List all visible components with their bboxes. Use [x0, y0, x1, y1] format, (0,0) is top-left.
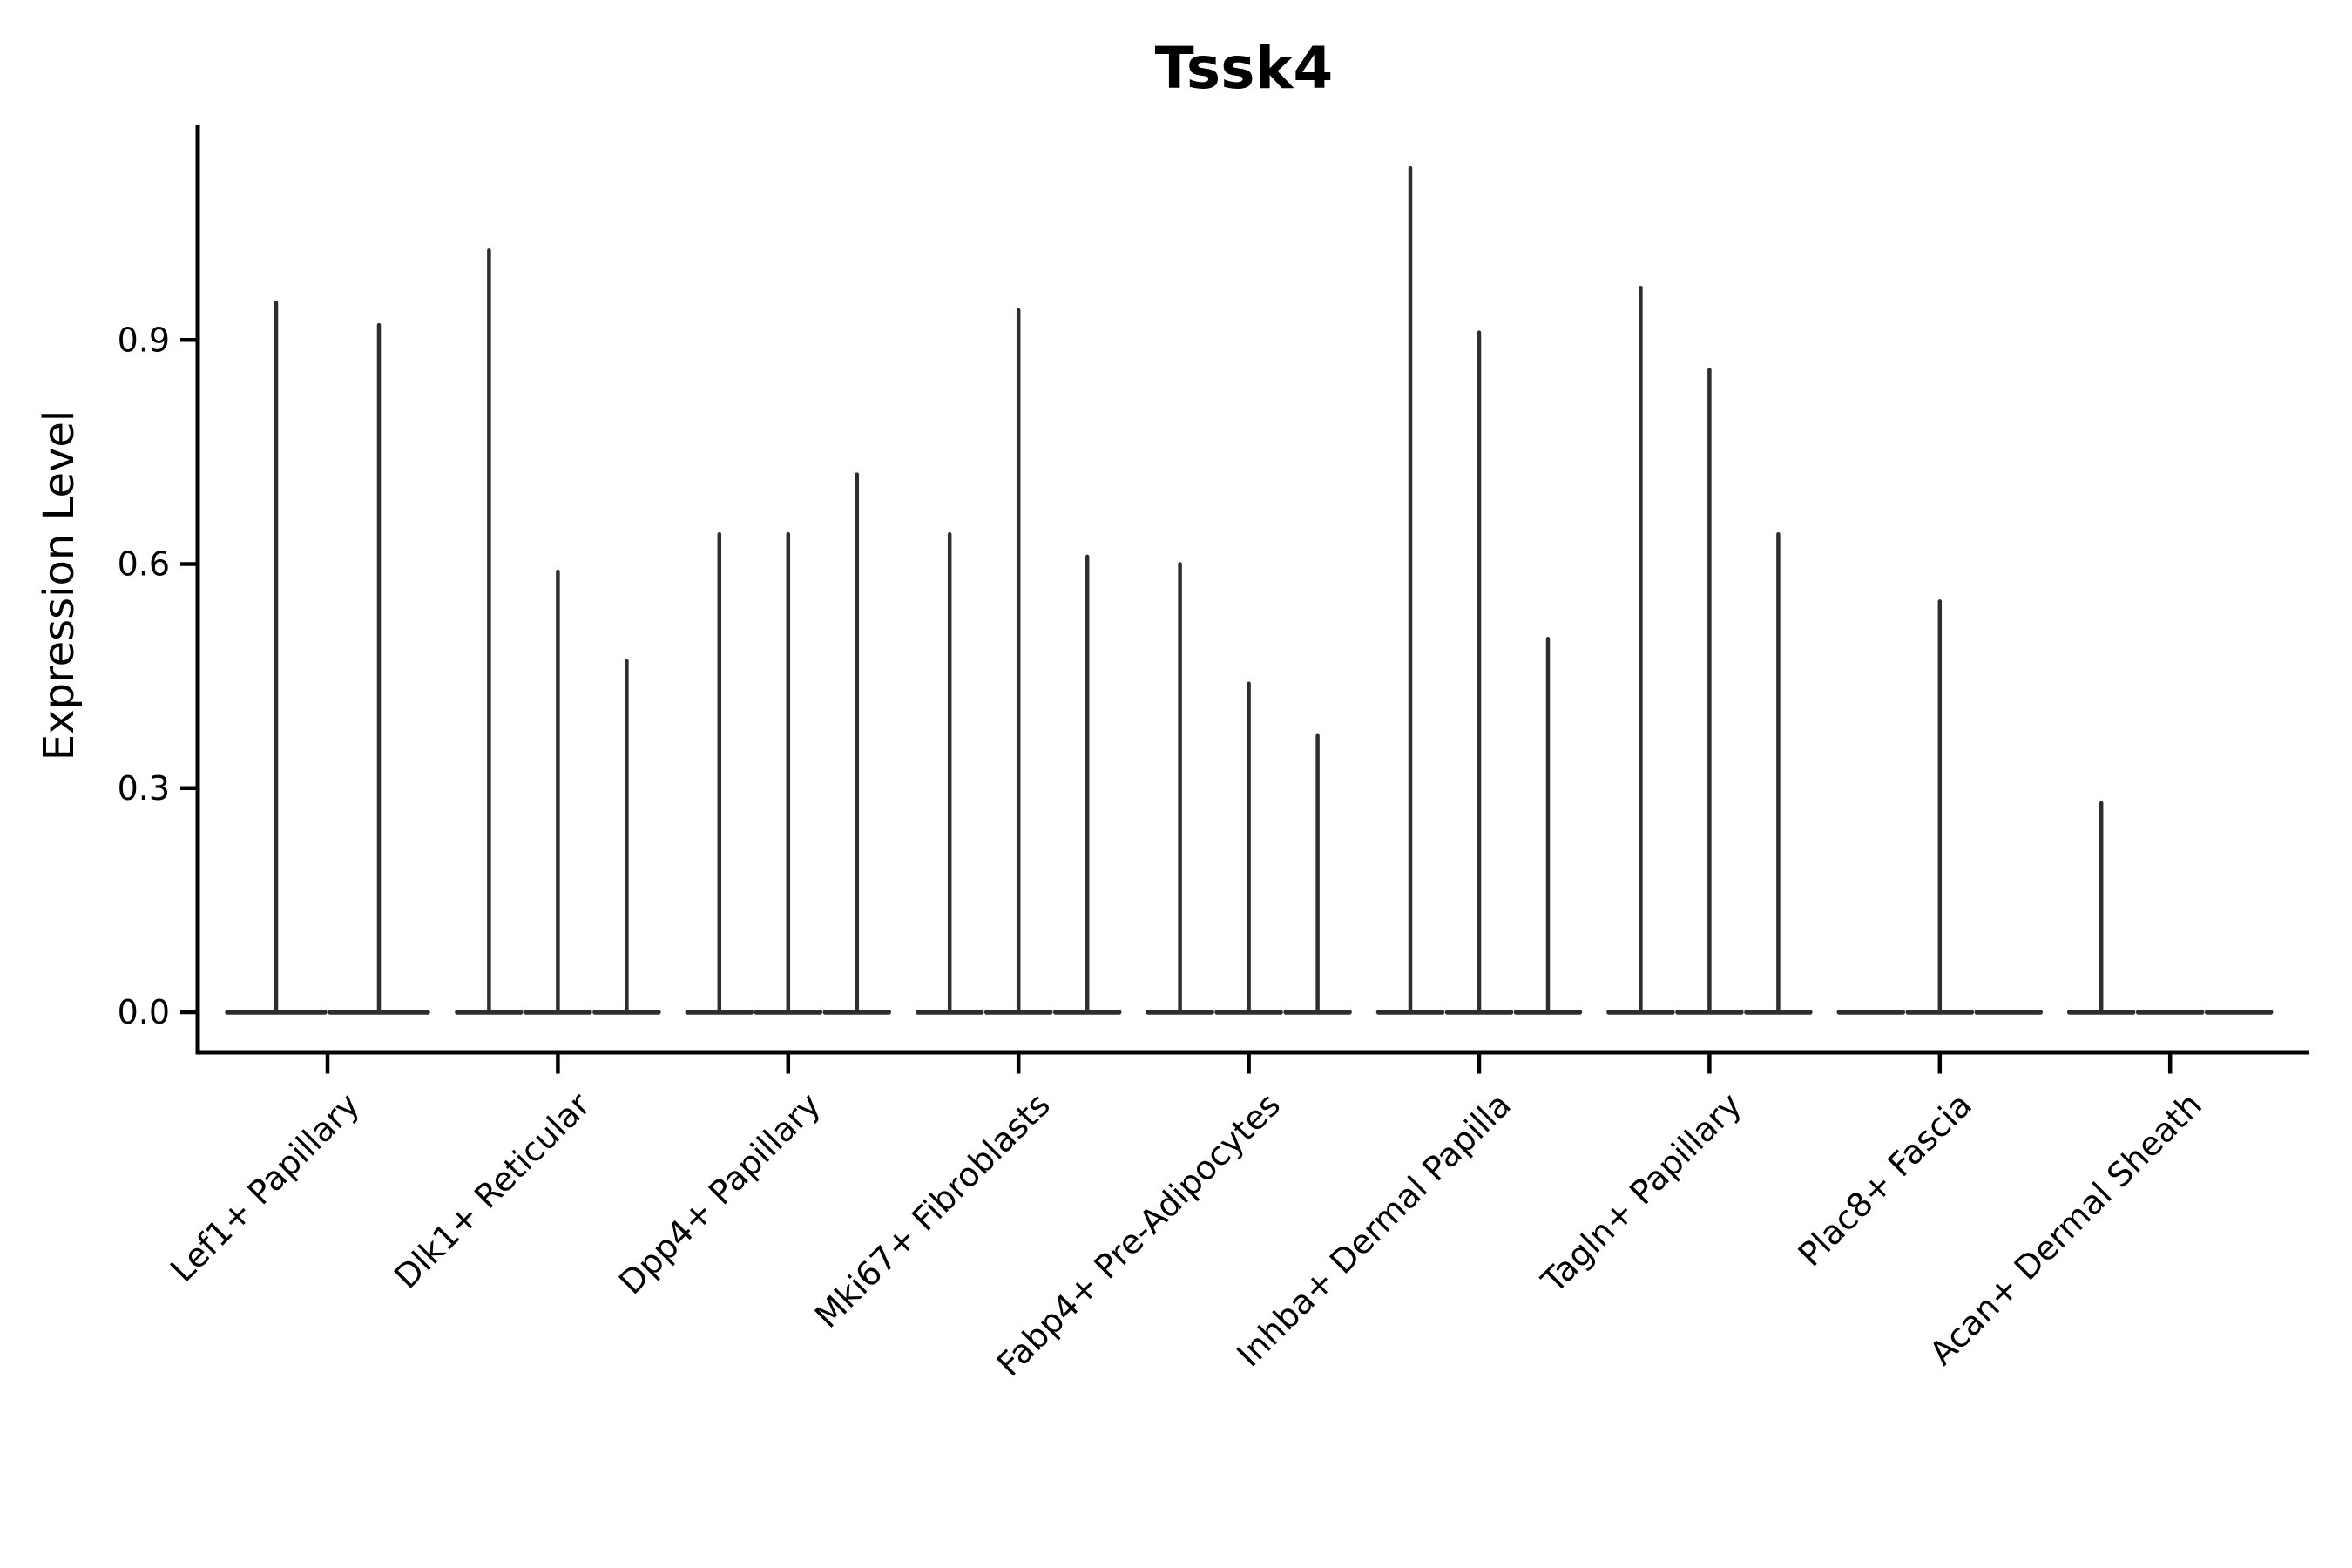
- y-tick-label: 0.6: [118, 545, 170, 584]
- y-tick-label: 0.9: [118, 321, 170, 359]
- chart-title: Tssk4: [1154, 35, 1334, 102]
- y-tick-label: 0.0: [118, 993, 170, 1031]
- y-tick-label: 0.3: [118, 769, 170, 808]
